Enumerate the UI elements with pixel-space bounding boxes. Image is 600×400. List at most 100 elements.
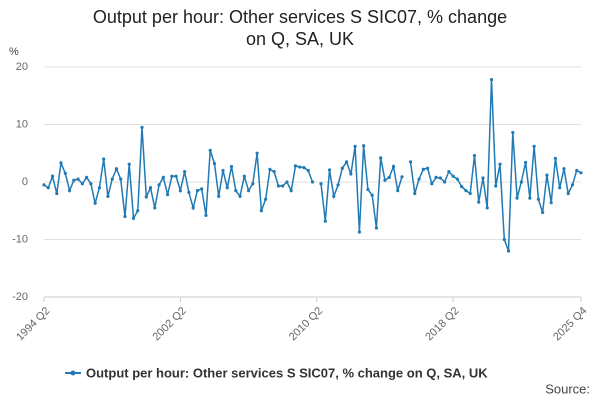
point [413, 191, 417, 196]
point [387, 175, 391, 179]
point [523, 160, 528, 165]
point [306, 168, 310, 173]
point [468, 191, 472, 196]
x-tick-label: 2002 Q2 [150, 305, 188, 343]
point [114, 167, 119, 171]
point [532, 144, 536, 148]
point [545, 173, 549, 177]
point [281, 184, 285, 188]
point [310, 180, 315, 184]
point [217, 194, 221, 198]
point [489, 78, 494, 82]
point [144, 195, 148, 199]
point [302, 166, 306, 170]
point [46, 186, 50, 190]
point [97, 186, 102, 190]
point [383, 178, 387, 182]
chart-title: Output per hour: Other services S SIC07,… [92, 7, 508, 49]
point [536, 197, 540, 201]
point [246, 189, 251, 193]
y-tick-label: 20 [16, 61, 28, 73]
point [161, 175, 165, 179]
y-axis-label: % [9, 46, 19, 58]
legend-label: Output per hour: Other services S SIC07,… [86, 365, 488, 380]
point [264, 197, 268, 201]
point [340, 166, 344, 170]
point [293, 164, 298, 168]
point [579, 171, 583, 175]
point [157, 183, 161, 187]
point [170, 174, 174, 178]
point [187, 190, 191, 194]
point [106, 194, 110, 198]
point [67, 189, 72, 193]
point [362, 144, 366, 148]
point [438, 176, 442, 180]
point [255, 151, 259, 155]
point [451, 174, 455, 178]
legend-marker [70, 370, 76, 376]
point [366, 187, 370, 192]
point [566, 191, 570, 196]
point [408, 160, 413, 164]
point [174, 174, 178, 178]
point [238, 194, 242, 198]
point [541, 210, 545, 215]
point [204, 213, 208, 217]
point [183, 170, 187, 174]
point [481, 176, 485, 180]
point [276, 184, 281, 188]
point [332, 194, 336, 198]
point [259, 209, 263, 213]
point [153, 206, 157, 210]
point [570, 183, 575, 187]
point [63, 171, 67, 175]
x-tick-label: 1994 Q2 [14, 305, 52, 343]
point [148, 186, 153, 190]
point [353, 144, 357, 148]
point [289, 189, 293, 193]
point [477, 200, 481, 204]
point [110, 177, 114, 181]
point [515, 196, 519, 200]
point [191, 206, 195, 210]
point [59, 161, 63, 165]
x-tick-label: 2018 Q2 [423, 305, 461, 343]
point [443, 180, 447, 184]
y-tick-label: -10 [12, 233, 28, 245]
point [396, 189, 400, 193]
point [242, 174, 246, 178]
point [417, 177, 421, 181]
point [272, 170, 276, 174]
point [506, 249, 511, 253]
point [549, 201, 553, 205]
y-tick-label: 10 [16, 118, 28, 130]
point [50, 174, 55, 178]
point [327, 168, 332, 172]
point [519, 180, 523, 184]
point [511, 130, 515, 135]
point [42, 183, 46, 187]
point [502, 237, 506, 242]
point [251, 182, 255, 186]
point [80, 182, 84, 186]
source: Source: [545, 381, 590, 396]
point [374, 226, 379, 230]
point [391, 164, 396, 169]
point [357, 230, 361, 234]
point [319, 182, 323, 186]
point [165, 193, 170, 197]
point [434, 175, 438, 179]
point [208, 148, 212, 152]
point [229, 164, 234, 169]
point [379, 156, 383, 160]
point [72, 178, 76, 182]
point [460, 185, 464, 189]
point [472, 153, 477, 158]
point [349, 172, 353, 176]
point [485, 206, 489, 210]
point [55, 191, 59, 196]
point [370, 193, 374, 197]
point [102, 157, 106, 161]
